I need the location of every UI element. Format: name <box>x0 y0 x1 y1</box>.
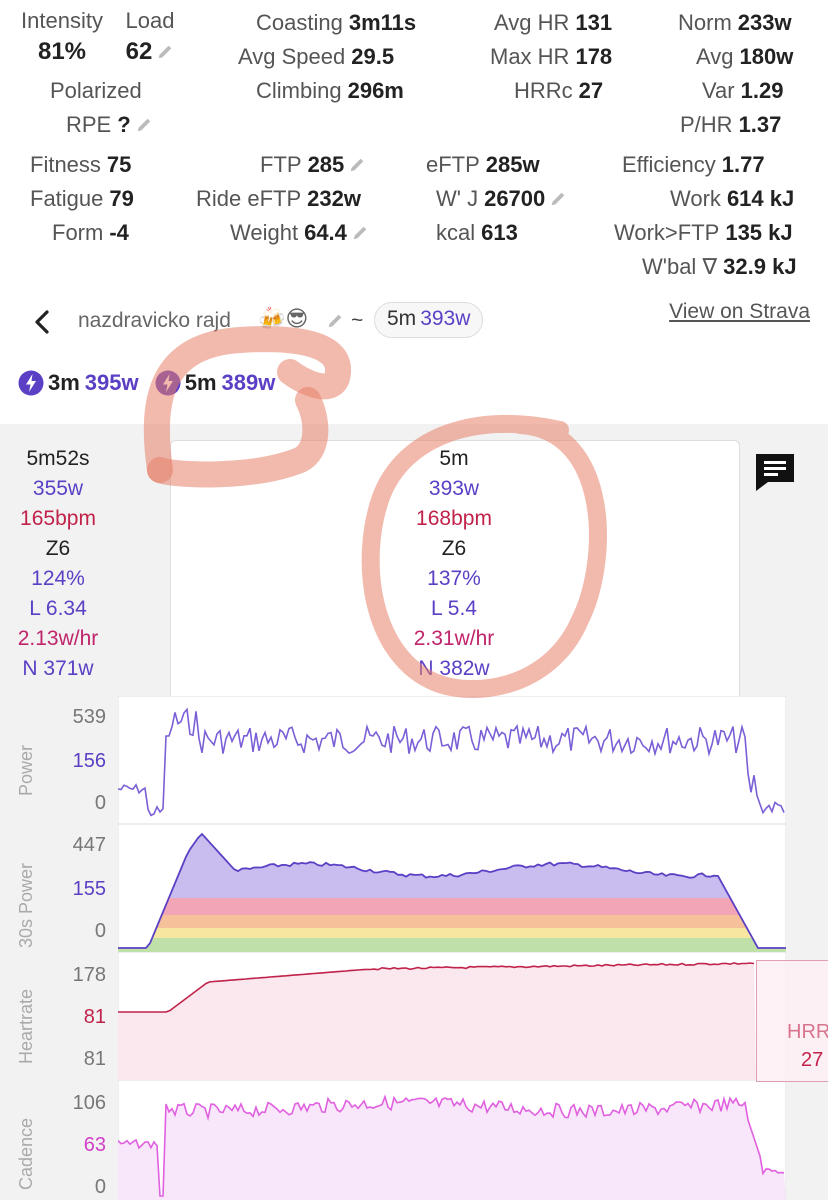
peak-badges: 3m 395w 5m 389w <box>18 370 285 404</box>
activity-nav: nazdravicko rajd 🍻😎 ~ 5m 393w View on Str… <box>0 300 828 344</box>
peak-badge[interactable]: 5m 389w <box>155 370 275 396</box>
form-stat: Form -4 <box>52 220 129 245</box>
ride-name[interactable]: nazdravicko rajd <box>78 309 231 332</box>
polarized-label: Polarized <box>50 78 142 103</box>
weight-stat[interactable]: Weight 64.4 <box>230 220 369 246</box>
selection-duration: 5m <box>387 307 417 330</box>
climbing-stat: Climbing 296m <box>256 78 404 103</box>
power-tick-mid: 156 <box>72 750 106 772</box>
power-plot <box>118 696 786 824</box>
power30-plot <box>118 824 786 952</box>
cadence-chart[interactable]: Cadence 106 63 0 <box>0 1080 828 1200</box>
work-stat: Work 614 kJ <box>670 186 795 211</box>
intensity-stat: Intensity 81% <box>14 8 110 66</box>
hrr-value: 27 <box>801 1049 824 1071</box>
view-on-strava-link[interactable]: View on Strava <box>669 300 810 323</box>
load-label: Load <box>125 8 175 33</box>
pencil-icon[interactable] <box>351 224 369 242</box>
eftp-stat: eFTP 285w <box>426 152 540 177</box>
power30-tick-mid: 155 <box>72 878 106 900</box>
pencil-icon[interactable] <box>156 43 174 61</box>
power30-tick-max: 447 <box>72 834 106 856</box>
wbal-stat: W'bal ∇ 32.9 kJ <box>642 254 797 279</box>
load-value: 62 <box>118 38 182 66</box>
hrrc-stat: HRRc 27 <box>514 78 604 103</box>
var-stat: Var 1.29 <box>702 78 784 103</box>
chevron-left-icon[interactable] <box>30 308 54 336</box>
power30-tick-min: 0 <box>94 920 106 942</box>
hrr-label: HRR <box>787 1021 828 1043</box>
p-hr-stat: P/HR 1.37 <box>680 112 782 137</box>
intensity-label: Intensity <box>21 8 103 33</box>
max-hr-stat: Max HR 178 <box>490 44 613 69</box>
selection-pill[interactable]: 5m 393w <box>374 302 484 338</box>
hrr-panel[interactable]: HRR 27 <box>756 960 828 1082</box>
coasting-stat: Coasting 3m11s <box>256 10 417 35</box>
pencil-icon[interactable] <box>348 156 366 174</box>
cadence-tick-mid: 63 <box>83 1134 106 1156</box>
lightning-bolt-icon <box>18 370 44 396</box>
heartrate-plot <box>118 952 786 1080</box>
wprime-stat[interactable]: W' J 26700 <box>436 186 567 212</box>
cadence-tick-min: 0 <box>94 1176 106 1198</box>
rpe-value: ? <box>117 112 131 137</box>
pencil-icon[interactable] <box>326 312 344 330</box>
cadence-tick-max: 106 <box>72 1092 106 1114</box>
kcal-stat: kcal 613 <box>436 220 518 245</box>
power-tick-min: 0 <box>94 792 106 814</box>
load-stat[interactable]: Load 62 <box>118 8 182 66</box>
tilde-separator: ~ <box>351 309 364 332</box>
power-tick-max: 539 <box>72 706 106 728</box>
fatigue-stat: Fatigue 79 <box>30 186 134 211</box>
cursor-tooltip: 5m52s 355w 165bpm Z6 124% L 6.34 2.13w/h… <box>17 447 99 680</box>
comment-icon[interactable] <box>754 452 796 492</box>
rpe-stat[interactable]: RPE? <box>66 112 153 138</box>
avg-hr-stat: Avg HR 131 <box>494 10 613 35</box>
cadence-plot <box>118 1080 786 1200</box>
selection-tooltip: 5m 393w 168bpm Z6 137% L 5.4 2.31w/hr N … <box>413 447 495 680</box>
avg-stat: Avg 180w <box>696 44 794 69</box>
ride-emojis: 🍻😎 <box>258 306 309 331</box>
pencil-icon[interactable] <box>549 190 567 208</box>
avg-speed-stat: Avg Speed 29.5 <box>238 44 395 69</box>
power-chart[interactable]: Power 539 156 0 <box>0 696 828 824</box>
heartrate-tick-mid: 81 <box>83 1006 106 1028</box>
peak-badge[interactable]: 3m 395w <box>18 370 139 396</box>
ftp-stat[interactable]: FTP 285 <box>260 152 366 178</box>
efficiency-stat: Efficiency 1.77 <box>622 152 765 177</box>
lightning-bolt-icon <box>155 370 181 396</box>
heartrate-chart[interactable]: Heartrate 178 81 81 <box>0 952 828 1080</box>
work-ftp-stat: Work>FTP 135 kJ <box>614 220 793 245</box>
power30-chart[interactable]: 30s Power 447 155 0 <box>0 824 828 952</box>
heartrate-tick-max: 178 <box>72 964 106 986</box>
heartrate-tick-min: 81 <box>83 1048 106 1070</box>
selection-power: 393w <box>420 307 471 330</box>
pencil-icon[interactable] <box>135 116 153 134</box>
fitness-stat: Fitness 75 <box>30 152 132 177</box>
intensity-value: 81% <box>37 38 87 65</box>
norm-stat: Norm 233w <box>678 10 792 35</box>
ride-eftp-stat: Ride eFTP 232w <box>196 186 361 211</box>
